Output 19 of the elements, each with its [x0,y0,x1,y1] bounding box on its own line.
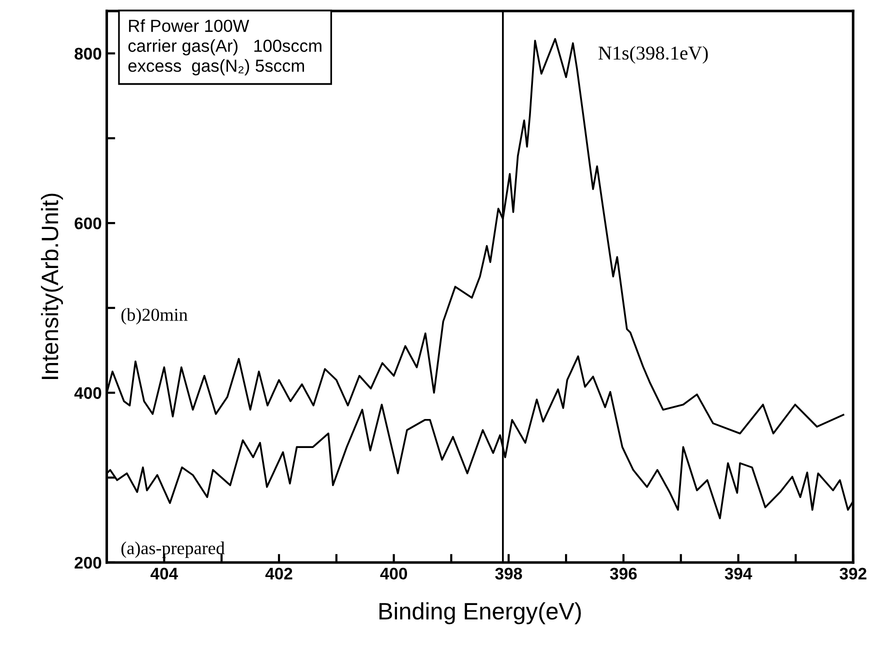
x-tick-label: 402 [265,568,292,580]
y-tick-label: 200 [74,556,102,569]
y-tick-label: 400 [74,387,102,399]
x-axis-title: Binding Energy(eV) [380,602,581,624]
y-tick-label: 600 [74,217,102,230]
x-tick-label: 404 [150,568,178,580]
x-tick-label: 400 [380,568,408,580]
y-tick-label: 800 [74,48,102,60]
annotation: Rf Power 100W [129,19,250,32]
x-tick-label: 396 [610,568,637,580]
annotation: excess gas(N₂) 5sccm [128,59,304,76]
x-tick-label: 398 [495,568,522,580]
x-tick-label: 394 [724,568,752,580]
text: (a)as-prepared [121,542,225,558]
text: (b)20min [121,308,188,325]
annotation: N1s(398.1eV) [598,46,708,64]
y-axis-title: Intensity(Arb.Unit) [40,194,63,379]
x-tick-label: 392 [840,568,866,580]
annotation: carrier gas(Ar) 100sccm [128,39,322,56]
